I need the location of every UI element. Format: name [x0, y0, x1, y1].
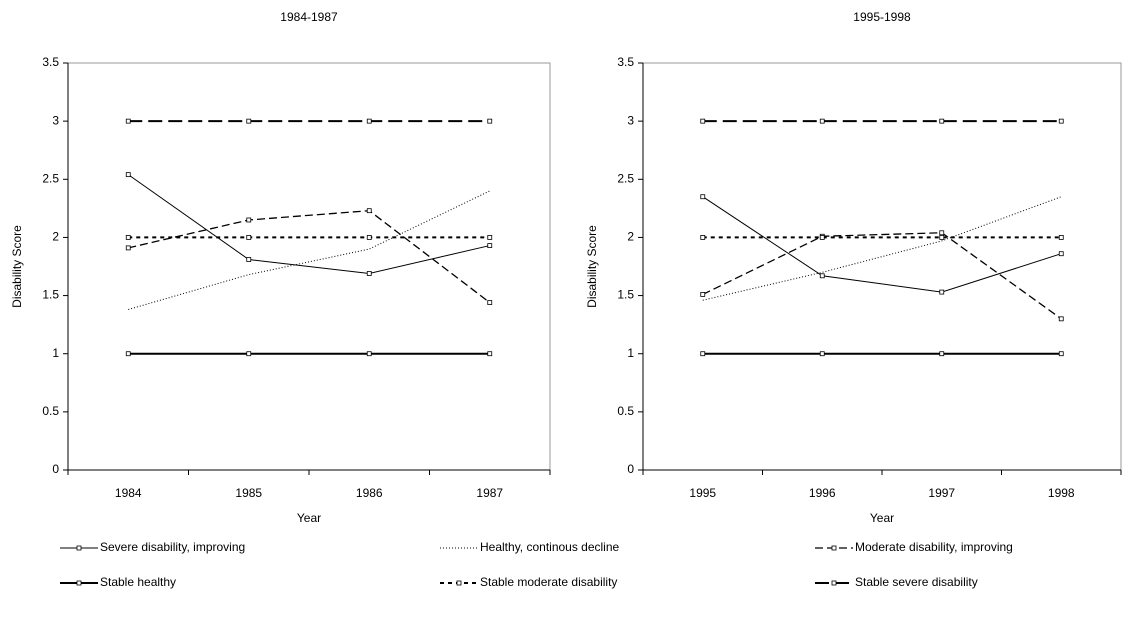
legend-marker — [76, 545, 82, 551]
marker — [819, 118, 825, 124]
marker — [246, 351, 252, 357]
marker — [366, 118, 372, 124]
x-axis-label: Year — [297, 511, 321, 525]
marker — [939, 235, 945, 240]
legend-label: Stable moderate disability — [480, 575, 617, 589]
marker — [366, 235, 372, 240]
x-tick-label: 1985 — [235, 486, 262, 500]
marker — [1058, 235, 1064, 240]
marker — [246, 235, 252, 240]
x-tick-label: 1997 — [928, 486, 955, 500]
marker — [700, 118, 706, 124]
marker — [366, 208, 372, 214]
marker — [246, 217, 252, 223]
legend-marker — [831, 545, 837, 551]
legend-marker — [76, 580, 82, 586]
marker — [939, 118, 945, 124]
marker — [487, 235, 493, 240]
y-tick-label: 1.5 — [617, 288, 634, 302]
marker — [819, 273, 825, 279]
y-tick-label: 3.5 — [42, 55, 59, 69]
x-tick-label: 1986 — [356, 486, 383, 500]
marker — [366, 351, 372, 357]
marker — [125, 235, 131, 240]
y-tick-label: 1 — [627, 346, 634, 360]
plot-frame — [642, 62, 1122, 471]
marker — [700, 194, 706, 200]
y-axis-label: Disability Score — [585, 225, 599, 308]
marker — [1058, 251, 1064, 257]
legend-label: Stable healthy — [100, 575, 176, 589]
y-tick-label: 0.5 — [42, 404, 59, 418]
series-line — [702, 232, 1062, 320]
marker — [487, 351, 493, 357]
series-line — [702, 196, 1062, 293]
marker — [246, 118, 252, 124]
legend-label: Severe disability, improving — [100, 540, 245, 554]
legend-label: Stable severe disability — [855, 575, 978, 589]
legend-marker — [831, 580, 837, 586]
y-axis-label: Disability Score — [10, 225, 24, 308]
x-tick-label: 1984 — [115, 486, 142, 500]
y-tick-label: 0 — [52, 462, 59, 476]
y-tick-label: 3.5 — [617, 55, 634, 69]
y-tick-label: 3 — [627, 113, 634, 127]
marker — [819, 351, 825, 357]
marker — [1058, 316, 1064, 322]
marker — [700, 292, 706, 297]
marker — [246, 257, 252, 262]
y-tick-label: 1.5 — [42, 288, 59, 302]
legend-marker — [456, 580, 462, 586]
x-tick-label: 1995 — [689, 486, 716, 500]
y-tick-label: 2.5 — [617, 171, 634, 185]
x-axis-label: Year — [870, 511, 894, 525]
marker — [1058, 118, 1064, 124]
x-tick-label: 1996 — [809, 486, 836, 500]
marker — [125, 172, 131, 178]
marker — [487, 300, 493, 305]
x-tick-label: 1987 — [476, 486, 503, 500]
y-tick-label: 0 — [627, 462, 634, 476]
marker — [366, 271, 372, 276]
series-line — [127, 174, 490, 274]
marker — [125, 118, 131, 124]
y-tick-label: 2 — [52, 230, 59, 244]
marker — [700, 351, 706, 357]
marker — [1058, 351, 1064, 357]
y-tick-label: 3 — [52, 113, 59, 127]
marker — [819, 235, 825, 240]
series-line — [128, 190, 490, 311]
y-tick-label: 0.5 — [617, 404, 634, 418]
legend-label: Moderate disability, improving — [855, 540, 1013, 554]
series-line — [702, 196, 1062, 301]
marker — [939, 351, 945, 357]
x-tick-label: 1998 — [1048, 486, 1075, 500]
y-tick-label: 2.5 — [42, 171, 59, 185]
legend-label: Healthy, continous decline — [480, 540, 620, 554]
marker — [939, 230, 945, 236]
marker — [939, 289, 945, 295]
marker — [125, 351, 131, 357]
marker — [487, 118, 493, 124]
chart-title: 1984-1987 — [280, 10, 338, 24]
marker — [487, 243, 493, 248]
y-tick-label: 1 — [52, 346, 59, 360]
chart-title: 1995-1998 — [853, 10, 911, 24]
y-tick-label: 2 — [627, 230, 634, 244]
marker — [125, 245, 131, 251]
marker — [700, 235, 706, 240]
series-line — [128, 210, 491, 304]
